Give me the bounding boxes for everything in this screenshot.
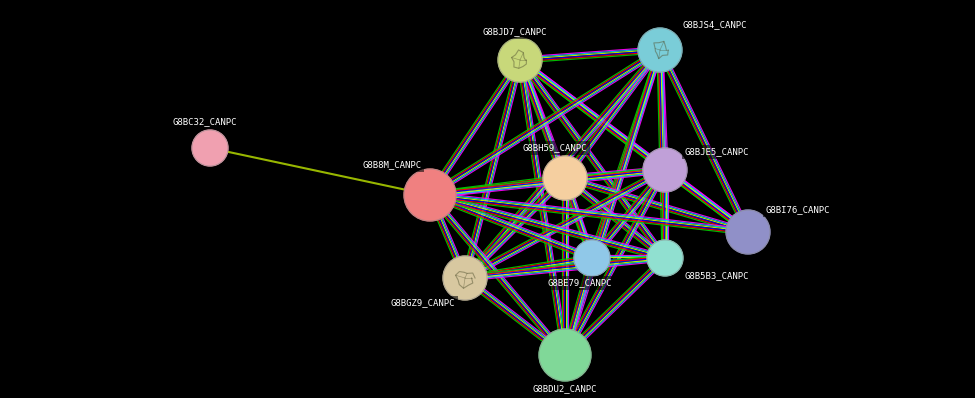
Text: G8B5B3_CANPC: G8B5B3_CANPC (684, 271, 749, 281)
Text: G8B8M_CANPC: G8B8M_CANPC (363, 160, 421, 170)
Text: G8BE79_CANPC: G8BE79_CANPC (548, 279, 612, 287)
Text: G8BJS4_CANPC: G8BJS4_CANPC (682, 21, 747, 29)
Text: G8BJE5_CANPC: G8BJE5_CANPC (684, 148, 749, 156)
Circle shape (574, 240, 610, 276)
Text: G8BH59_CANPC: G8BH59_CANPC (523, 144, 587, 152)
Text: G8BC32_CANPC: G8BC32_CANPC (173, 117, 237, 127)
Text: G8BI76_CANPC: G8BI76_CANPC (765, 205, 831, 215)
Circle shape (404, 169, 456, 221)
Text: G8BGZ9_CANPC: G8BGZ9_CANPC (391, 298, 455, 308)
Circle shape (726, 210, 770, 254)
Circle shape (443, 256, 487, 300)
Circle shape (543, 156, 587, 200)
Circle shape (192, 130, 228, 166)
Circle shape (638, 28, 682, 72)
Circle shape (539, 329, 591, 381)
Circle shape (647, 240, 683, 276)
Text: G8BJD7_CANPC: G8BJD7_CANPC (483, 27, 547, 37)
Text: G8BDU2_CANPC: G8BDU2_CANPC (532, 384, 598, 394)
Circle shape (643, 148, 687, 192)
Circle shape (498, 38, 542, 82)
